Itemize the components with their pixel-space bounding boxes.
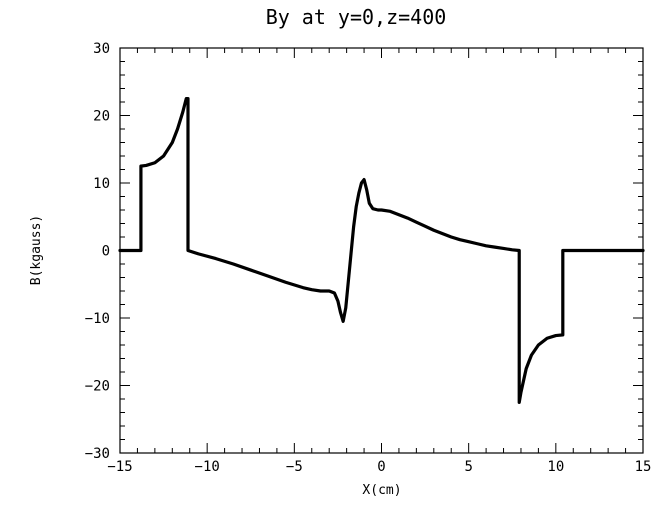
x-tick-label: 15 [635, 459, 652, 475]
y-tick-label: −20 [85, 379, 110, 395]
x-tick-label: 5 [464, 459, 472, 475]
series-line [118, 97, 645, 404]
x-tick-label: −5 [286, 459, 303, 475]
y-tick-label: −30 [85, 446, 110, 462]
chart-title: By at y=0,z=400 [266, 5, 447, 29]
x-tick-label: −15 [107, 459, 132, 475]
y-tick-label: 10 [93, 176, 110, 192]
y-tick-label: 0 [102, 244, 110, 260]
x-tick-label: 10 [547, 459, 564, 475]
y-tick-label: 20 [93, 109, 110, 125]
x-tick-label: 0 [377, 459, 385, 475]
y-tick-label: 30 [93, 41, 110, 57]
x-tick-label: −10 [195, 459, 220, 475]
x-axis-label: X(cm) [362, 483, 401, 498]
y-axis-label: B(kgauss) [29, 215, 44, 285]
y-tick-label: −10 [85, 311, 110, 327]
